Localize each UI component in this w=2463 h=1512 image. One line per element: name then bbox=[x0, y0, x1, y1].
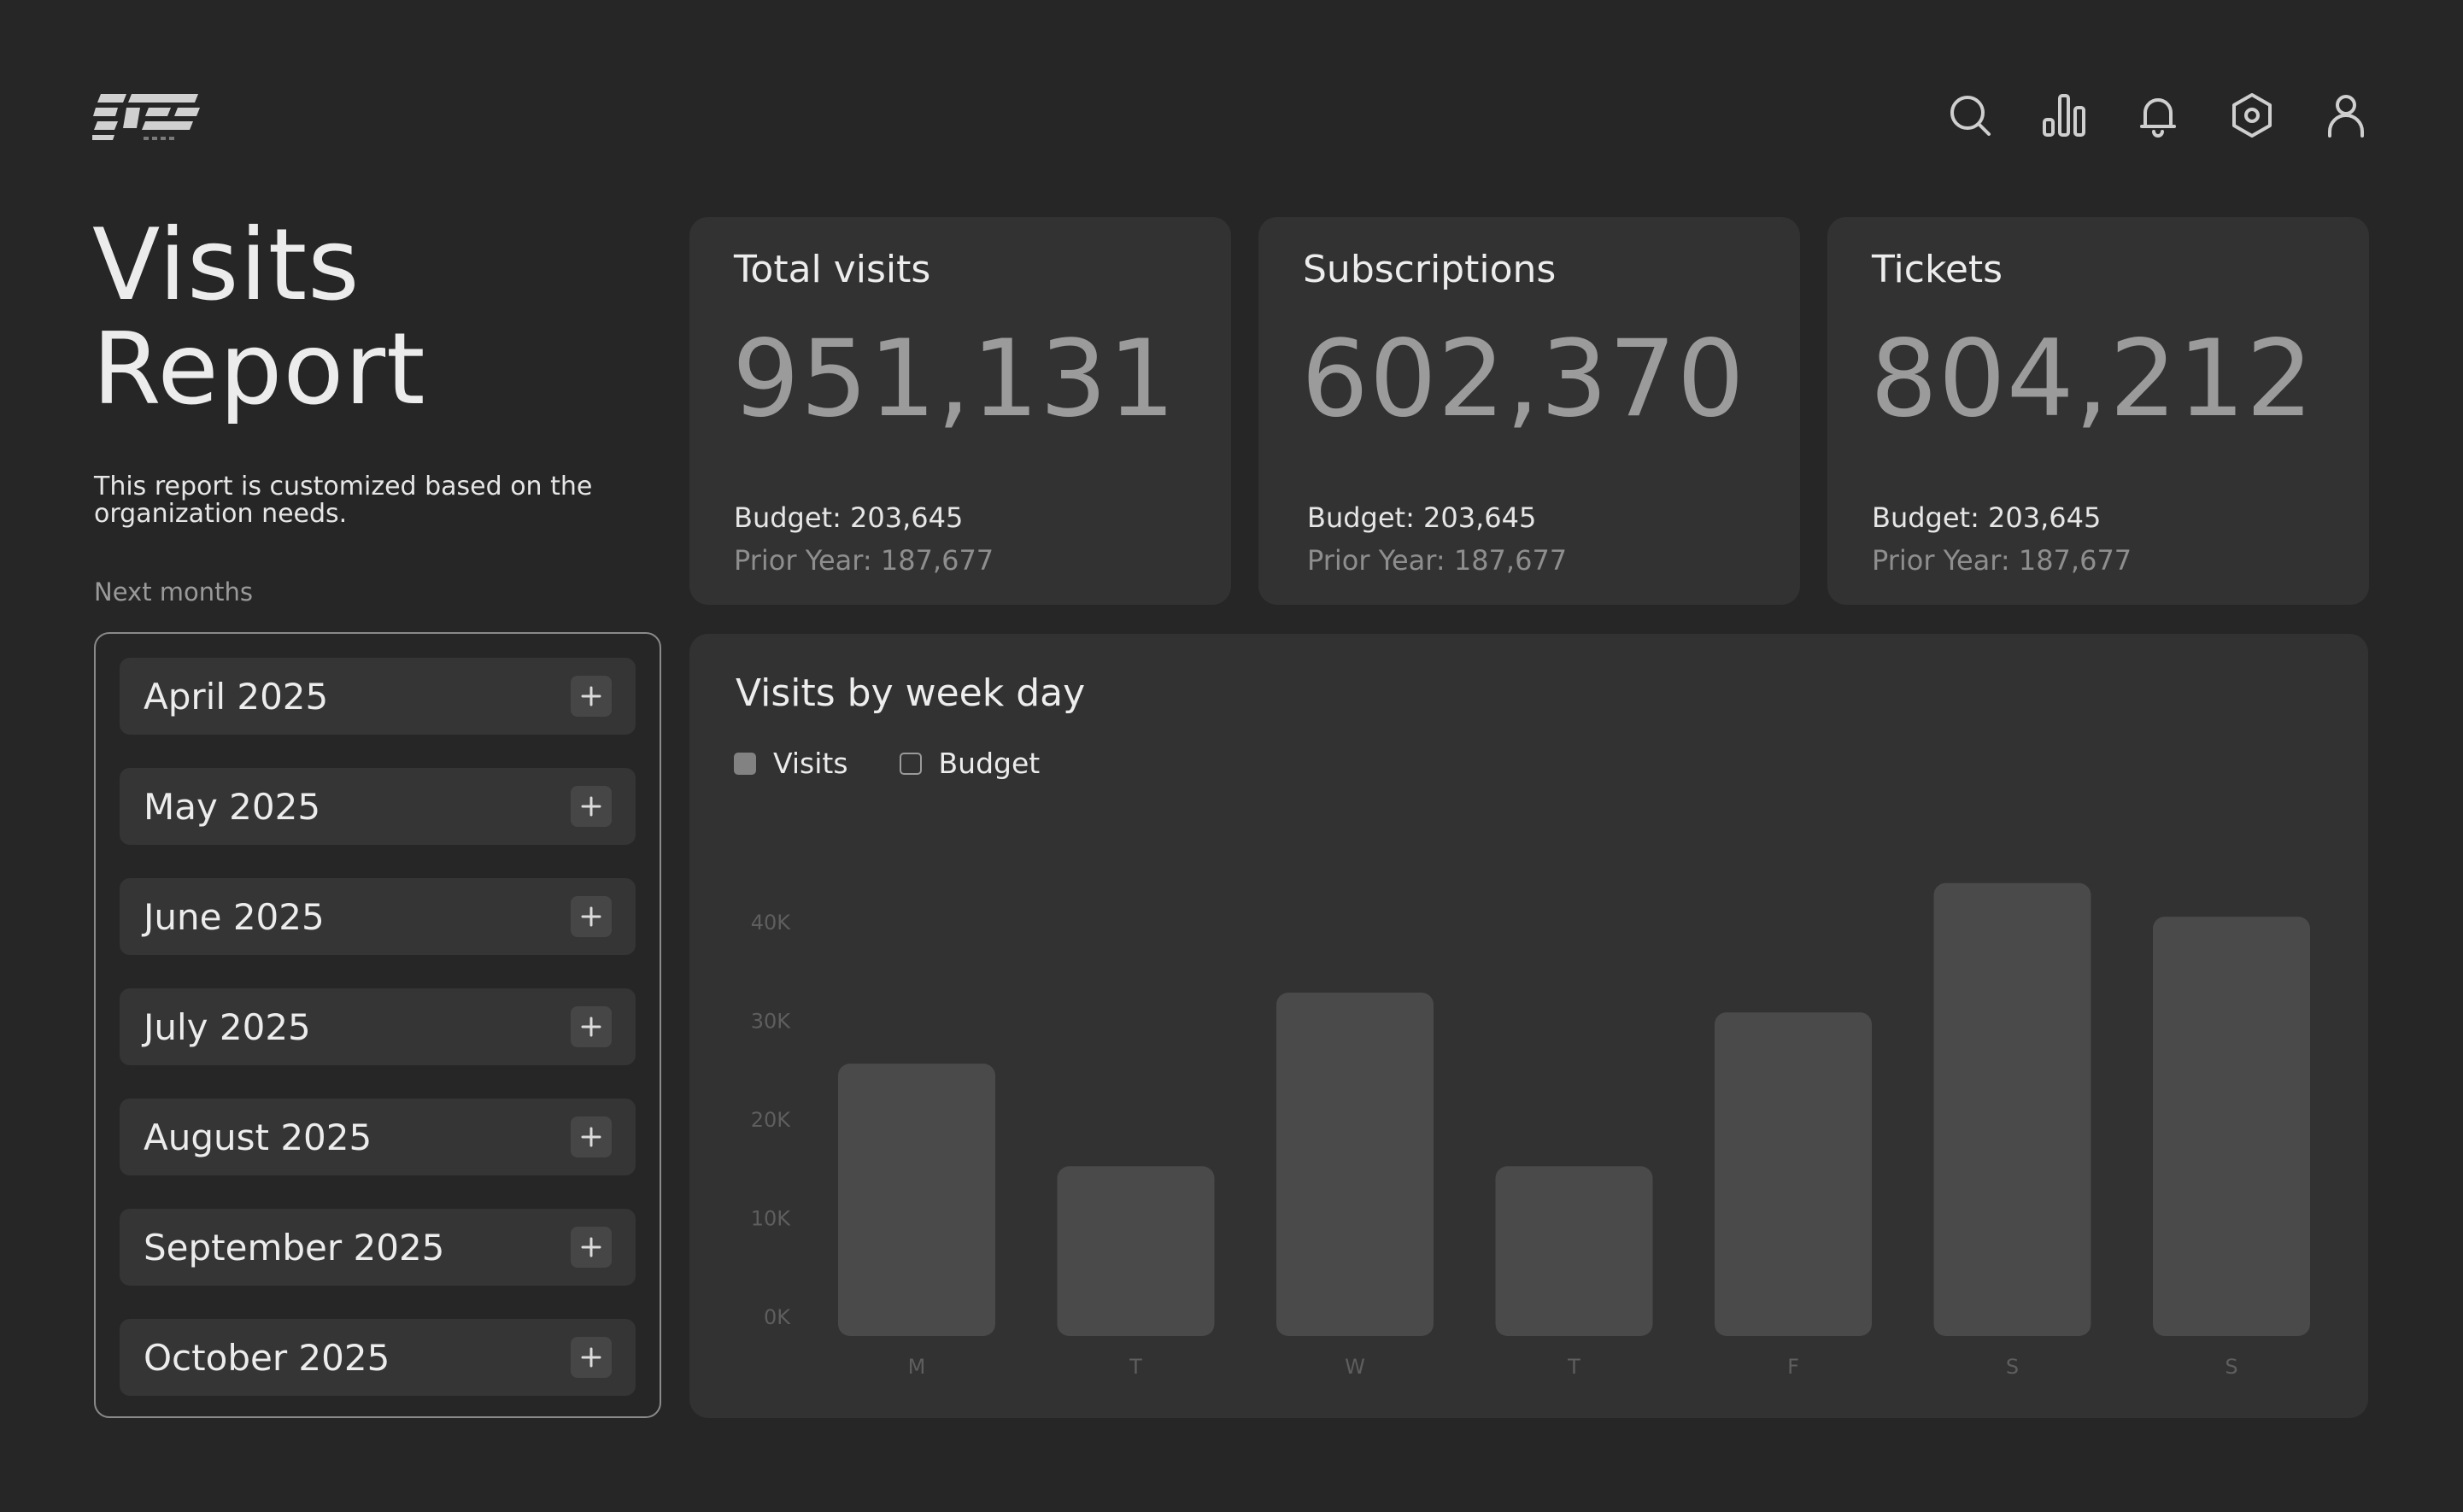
month-item[interactable]: July 2025 bbox=[120, 988, 636, 1065]
kpi-card-budget: Budget: 203,645 bbox=[734, 501, 964, 534]
legend-label: Visits bbox=[773, 747, 848, 780]
kpi-card-subscriptions: Subscriptions 602,370 Budget: 203,645 Pr… bbox=[1258, 217, 1800, 605]
bar-5[interactable] bbox=[1933, 882, 2091, 1336]
month-label: August 2025 bbox=[144, 1116, 372, 1158]
kpi-card-budget: Budget: 203,645 bbox=[1307, 501, 1537, 534]
bell-icon[interactable] bbox=[2135, 92, 2181, 138]
plus-icon[interactable] bbox=[571, 1116, 612, 1157]
brand-logo-icon[interactable] bbox=[92, 91, 202, 144]
kpi-card-tickets: Tickets 804,212 Budget: 203,645 Prior Ye… bbox=[1827, 217, 2369, 605]
kpi-card-total-visits: Total visits 951,131 Budget: 203,645 Pri… bbox=[689, 217, 1231, 605]
plus-icon[interactable] bbox=[571, 1006, 612, 1047]
bar-6[interactable] bbox=[2153, 917, 2310, 1336]
kpi-card-budget: Budget: 203,645 bbox=[1872, 501, 2102, 534]
month-item[interactable]: October 2025 bbox=[120, 1319, 636, 1396]
kpi-card-title: Total visits bbox=[734, 248, 931, 291]
legend-label: Budget bbox=[938, 747, 1041, 780]
page-title-line1: Visits bbox=[92, 208, 361, 323]
month-label: July 2025 bbox=[144, 1005, 311, 1048]
next-months-label: Next months bbox=[94, 577, 254, 607]
kpi-card-value: 602,370 bbox=[1301, 318, 1745, 441]
page-title-line2: Report bbox=[92, 312, 426, 427]
chart-title: Visits by week day bbox=[736, 671, 1086, 715]
month-item[interactable]: September 2025 bbox=[120, 1209, 636, 1286]
month-item[interactable]: May 2025 bbox=[120, 768, 636, 845]
kpi-card-prior-year: Prior Year: 187,677 bbox=[1872, 544, 2132, 577]
user-icon[interactable] bbox=[2323, 92, 2369, 138]
kpi-card-prior-year: Prior Year: 187,677 bbox=[734, 544, 994, 577]
y-tick-label: 30K bbox=[751, 1010, 792, 1034]
months-list: April 2025 May 2025 June 2025 July 2025 … bbox=[94, 632, 661, 1418]
month-item[interactable]: June 2025 bbox=[120, 878, 636, 955]
legend-item-visits[interactable]: Visits bbox=[734, 747, 848, 780]
plus-icon[interactable] bbox=[571, 1337, 612, 1378]
month-label: September 2025 bbox=[144, 1226, 445, 1269]
x-tick-label: S bbox=[2225, 1355, 2237, 1379]
bar-0[interactable] bbox=[838, 1064, 995, 1336]
bar-3[interactable] bbox=[1495, 1166, 1653, 1336]
settings-icon[interactable] bbox=[2229, 92, 2275, 138]
kpi-card-value: 951,131 bbox=[732, 318, 1176, 441]
plus-icon[interactable] bbox=[571, 676, 612, 717]
search-icon[interactable] bbox=[1947, 92, 1993, 138]
y-tick-label: 0K bbox=[764, 1305, 791, 1329]
legend-swatch-budget bbox=[899, 752, 922, 775]
page-title: Visits Report bbox=[92, 214, 426, 422]
month-label: October 2025 bbox=[144, 1336, 390, 1379]
visits-by-weekday-chart: 0K 10K 20K 30K 40K M T W T F S S Visits by week day… bbox=[689, 634, 2368, 1418]
page-subtitle: This report is customized based on the o… bbox=[94, 472, 593, 529]
month-label: June 2025 bbox=[144, 895, 325, 938]
y-tick-label: 10K bbox=[751, 1207, 792, 1231]
month-item[interactable]: April 2025 bbox=[120, 658, 636, 735]
x-tick-label: S bbox=[2006, 1355, 2019, 1379]
kpi-card-title: Tickets bbox=[1872, 248, 2003, 291]
y-tick-label: 20K bbox=[751, 1108, 792, 1132]
x-tick-label: T bbox=[1129, 1355, 1142, 1379]
legend-swatch-visits bbox=[734, 752, 756, 775]
bar-chart: 0K 10K 20K 30K 40K M T W T F S S bbox=[751, 882, 2310, 1379]
x-tick-label: W bbox=[1345, 1355, 1365, 1379]
plus-icon[interactable] bbox=[571, 786, 612, 827]
y-tick-label: 40K bbox=[751, 911, 792, 935]
bar-1[interactable] bbox=[1057, 1166, 1215, 1336]
x-tick-label: M bbox=[908, 1355, 926, 1379]
month-label: April 2025 bbox=[144, 675, 329, 718]
month-label: May 2025 bbox=[144, 785, 321, 828]
plus-icon[interactable] bbox=[571, 1227, 612, 1268]
plus-icon[interactable] bbox=[571, 896, 612, 937]
header-toolbar bbox=[1947, 92, 2369, 138]
bar-2[interactable] bbox=[1276, 993, 1434, 1336]
month-item[interactable]: August 2025 bbox=[120, 1099, 636, 1175]
bar-4[interactable] bbox=[1715, 1012, 1872, 1336]
legend-item-budget[interactable]: Budget bbox=[899, 747, 1041, 780]
chart-legend: Visits Budget bbox=[734, 747, 1040, 780]
bar-chart-icon[interactable] bbox=[2041, 92, 2087, 138]
kpi-card-title: Subscriptions bbox=[1303, 248, 1557, 291]
kpi-card-value: 804,212 bbox=[1870, 318, 2314, 441]
x-tick-label: F bbox=[1787, 1355, 1799, 1379]
kpi-card-prior-year: Prior Year: 187,677 bbox=[1307, 544, 1568, 577]
x-tick-label: T bbox=[1567, 1355, 1580, 1379]
